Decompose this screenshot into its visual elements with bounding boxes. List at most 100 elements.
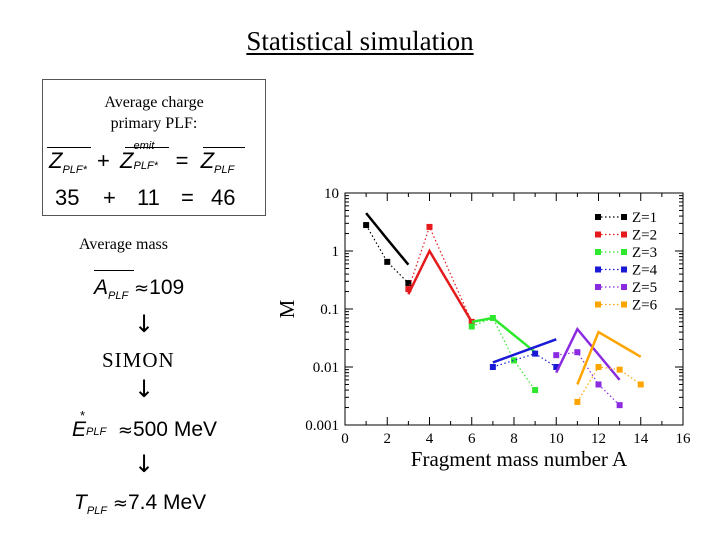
average-charge-label: Average charge primary PLF: (43, 92, 265, 134)
temperature-sub: PLF (86, 505, 108, 517)
page-title: Statistical simulation (246, 26, 474, 56)
x-tick-label: 2 (384, 431, 392, 447)
overline-2 (125, 147, 169, 148)
legend-marker (621, 266, 627, 273)
temperature-value: 7.4 MeV (127, 491, 207, 514)
legend-marker (595, 231, 601, 238)
energy-value: 500 MeV (132, 418, 218, 441)
z-term-1-sub: PLF* (62, 164, 87, 176)
legend-marker (595, 284, 601, 290)
z-term-3: Z (200, 148, 215, 173)
temperature-approx: ≈ (112, 493, 128, 514)
y-tick-label: 10 (324, 186, 339, 202)
legend-marker (595, 266, 601, 273)
exp-point-5 (595, 381, 602, 388)
exp-point-3 (511, 357, 517, 364)
exp-point-6 (595, 364, 602, 370)
legend-marker (621, 231, 627, 238)
mass-sub: PLF (108, 290, 129, 302)
legend-box (590, 208, 665, 314)
energy-sub: PLF (86, 426, 107, 438)
exp-point-1 (363, 222, 370, 229)
average-mass-label: Average mass (79, 236, 168, 253)
exp-line-3 (471, 317, 536, 391)
z-term-2-sup: emit (133, 140, 155, 152)
y-tick-label: 0.01 (313, 360, 339, 376)
z-term-2-sub: PLF* (133, 160, 158, 172)
x-tick-label: 14 (633, 431, 649, 447)
exp-point-4 (553, 364, 560, 370)
overline-3 (203, 147, 245, 148)
exp-point-2 (426, 223, 433, 230)
mass-value: 109 (149, 276, 185, 299)
mass-approx: ≈ (134, 278, 150, 299)
exp-point-5 (553, 352, 560, 359)
legend-marker (621, 301, 627, 308)
legend-label: Z=2 (632, 228, 657, 244)
exp-point-5 (616, 402, 623, 409)
z-term-2: Z (120, 148, 134, 173)
values-equals: = (181, 185, 194, 210)
sim-line-5 (555, 326, 621, 381)
legend-marker (595, 249, 601, 255)
exp-point-1 (384, 258, 391, 265)
legend-label: Z=5 (632, 280, 657, 296)
x-tick-label: 6 (468, 431, 476, 447)
exp-point-4 (532, 350, 539, 357)
values-plus: + (103, 185, 116, 210)
value-1: 35 (55, 185, 80, 210)
x-tick-label: 12 (591, 431, 606, 447)
legend-marker (595, 214, 601, 220)
sim-line-4 (492, 338, 557, 364)
exp-line-1 (365, 224, 409, 284)
energy-approx: ≈ (117, 420, 133, 441)
exp-point-1 (405, 280, 412, 287)
exp-point-3 (489, 314, 496, 321)
exp-point-6 (574, 398, 581, 405)
legend-marker (621, 284, 627, 290)
exp-point-3 (532, 387, 539, 394)
overline-1 (47, 147, 91, 148)
z-term-3-sub: PLF (214, 164, 235, 176)
equals-sign: = (175, 148, 189, 173)
y-tick-label: 1 (332, 244, 340, 260)
exp-point-3 (468, 323, 475, 330)
exp-point-6 (616, 366, 623, 373)
x-tick-label: 16 (676, 431, 692, 447)
down-arrow-icon-3: ↓ (134, 450, 155, 478)
x-axis-label: Fragment mass number A (411, 447, 628, 471)
legend-label: Z=4 (632, 263, 658, 279)
exp-line-6 (576, 366, 642, 403)
exp-line-5 (556, 351, 621, 406)
average-charge-label-line1: Average charge (104, 94, 204, 111)
exp-line-4 (492, 352, 557, 368)
temperature-symbol: T (74, 491, 87, 514)
y-tick-label: 0.1 (320, 302, 339, 318)
legend-label: Z=6 (632, 298, 658, 314)
average-charge-label-line2: primary PLF: (110, 115, 198, 132)
y-axis-label: M (275, 299, 299, 318)
legend-marker (621, 249, 627, 255)
temperature-equation: TPLF ≈7.4 MeV (74, 491, 206, 517)
z-term-1: Z (49, 148, 63, 173)
energy-sup: * (80, 408, 86, 423)
simon-label: SIMON (102, 348, 175, 372)
exp-point-5 (574, 349, 581, 356)
mass-overline (94, 270, 134, 271)
exp-point-2 (405, 286, 412, 293)
exp-point-4 (489, 364, 496, 370)
value-3: 46 (211, 185, 236, 210)
sim-line-6 (576, 330, 642, 385)
sim-line-3 (471, 316, 536, 354)
x-tick-label: 0 (341, 431, 349, 447)
down-arrow-icon-2: ↓ (134, 375, 155, 403)
y-tick-label: 0.001 (305, 418, 339, 434)
mass-equation: APLF ≈109 (94, 276, 184, 302)
legend-marker (621, 214, 627, 220)
x-tick-label: 4 (426, 431, 434, 447)
exp-point-6 (637, 381, 644, 388)
legend-label: Z=1 (632, 210, 657, 226)
